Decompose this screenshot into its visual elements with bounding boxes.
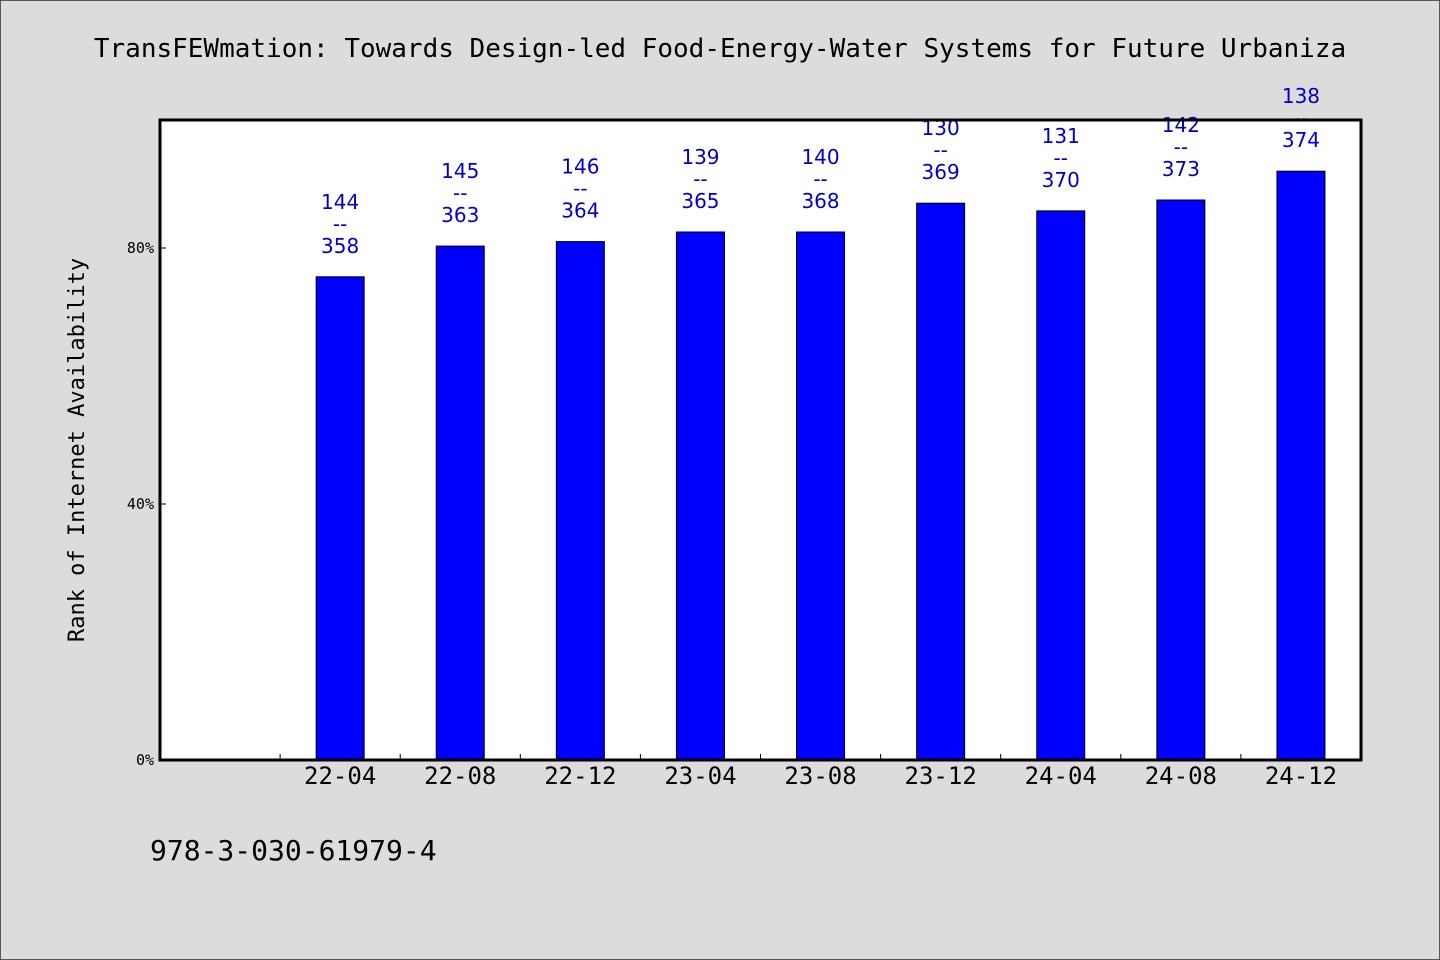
- data-label: 364: [561, 199, 599, 223]
- bar: [675, 231, 725, 761]
- data-label: --: [573, 177, 587, 201]
- data-label: 370: [1042, 168, 1080, 192]
- x-tick-label: 23-04: [664, 762, 736, 790]
- data-label: 140: [801, 145, 839, 169]
- x-tick-label: 23-12: [905, 762, 977, 790]
- data-label: 146: [561, 155, 599, 179]
- data-label: 365: [681, 189, 719, 213]
- plot-area: 144--358145--363146--364139--365140--368…: [65, 84, 1363, 790]
- bar: [315, 276, 365, 761]
- data-label: --: [693, 167, 707, 191]
- bar: [435, 245, 485, 761]
- y-tick-label: 0%: [136, 751, 154, 769]
- data-label: --: [333, 212, 347, 236]
- data-label: --: [813, 167, 827, 191]
- data-label: 363: [441, 203, 479, 227]
- x-tick-label: 24-04: [1025, 762, 1097, 790]
- data-label: 144: [321, 190, 359, 214]
- bar: [1156, 199, 1206, 761]
- data-label: 369: [922, 160, 960, 184]
- x-tick-label: 22-12: [544, 762, 616, 790]
- y-axis-label: Rank of Internet Availability: [65, 258, 90, 642]
- chart-title: TransFEWmation: Towards Design-led Food-…: [93, 34, 1347, 64]
- bar: [796, 231, 846, 761]
- data-label: --: [1054, 146, 1068, 170]
- data-label: 373: [1162, 157, 1200, 181]
- data-label: 374: [1282, 128, 1320, 152]
- x-tick-label: 23-08: [784, 762, 856, 790]
- y-tick-label: 40%: [127, 495, 154, 513]
- bar: [916, 202, 966, 761]
- data-label: --: [453, 181, 467, 205]
- data-label: 142: [1162, 113, 1200, 137]
- bar: [555, 241, 605, 761]
- data-label: 145: [441, 159, 479, 183]
- y-tick-label: 80%: [127, 239, 154, 257]
- data-label: --: [933, 138, 947, 162]
- x-tick-label: 22-04: [304, 762, 376, 790]
- data-label: 358: [321, 234, 359, 258]
- data-label: --: [1294, 106, 1308, 130]
- bar: [1036, 210, 1086, 761]
- footer-isbn: 978-3-030-61979-4: [150, 834, 437, 867]
- data-label: 368: [801, 189, 839, 213]
- data-label: --: [1174, 135, 1188, 159]
- x-tick-label: 24-08: [1145, 762, 1217, 790]
- data-label: 131: [1042, 124, 1080, 148]
- x-tick-label: 24-12: [1265, 762, 1337, 790]
- data-label: 138: [1282, 84, 1320, 108]
- bar: [1276, 170, 1326, 761]
- x-tick-label: 22-08: [424, 762, 496, 790]
- data-label: 139: [681, 145, 719, 169]
